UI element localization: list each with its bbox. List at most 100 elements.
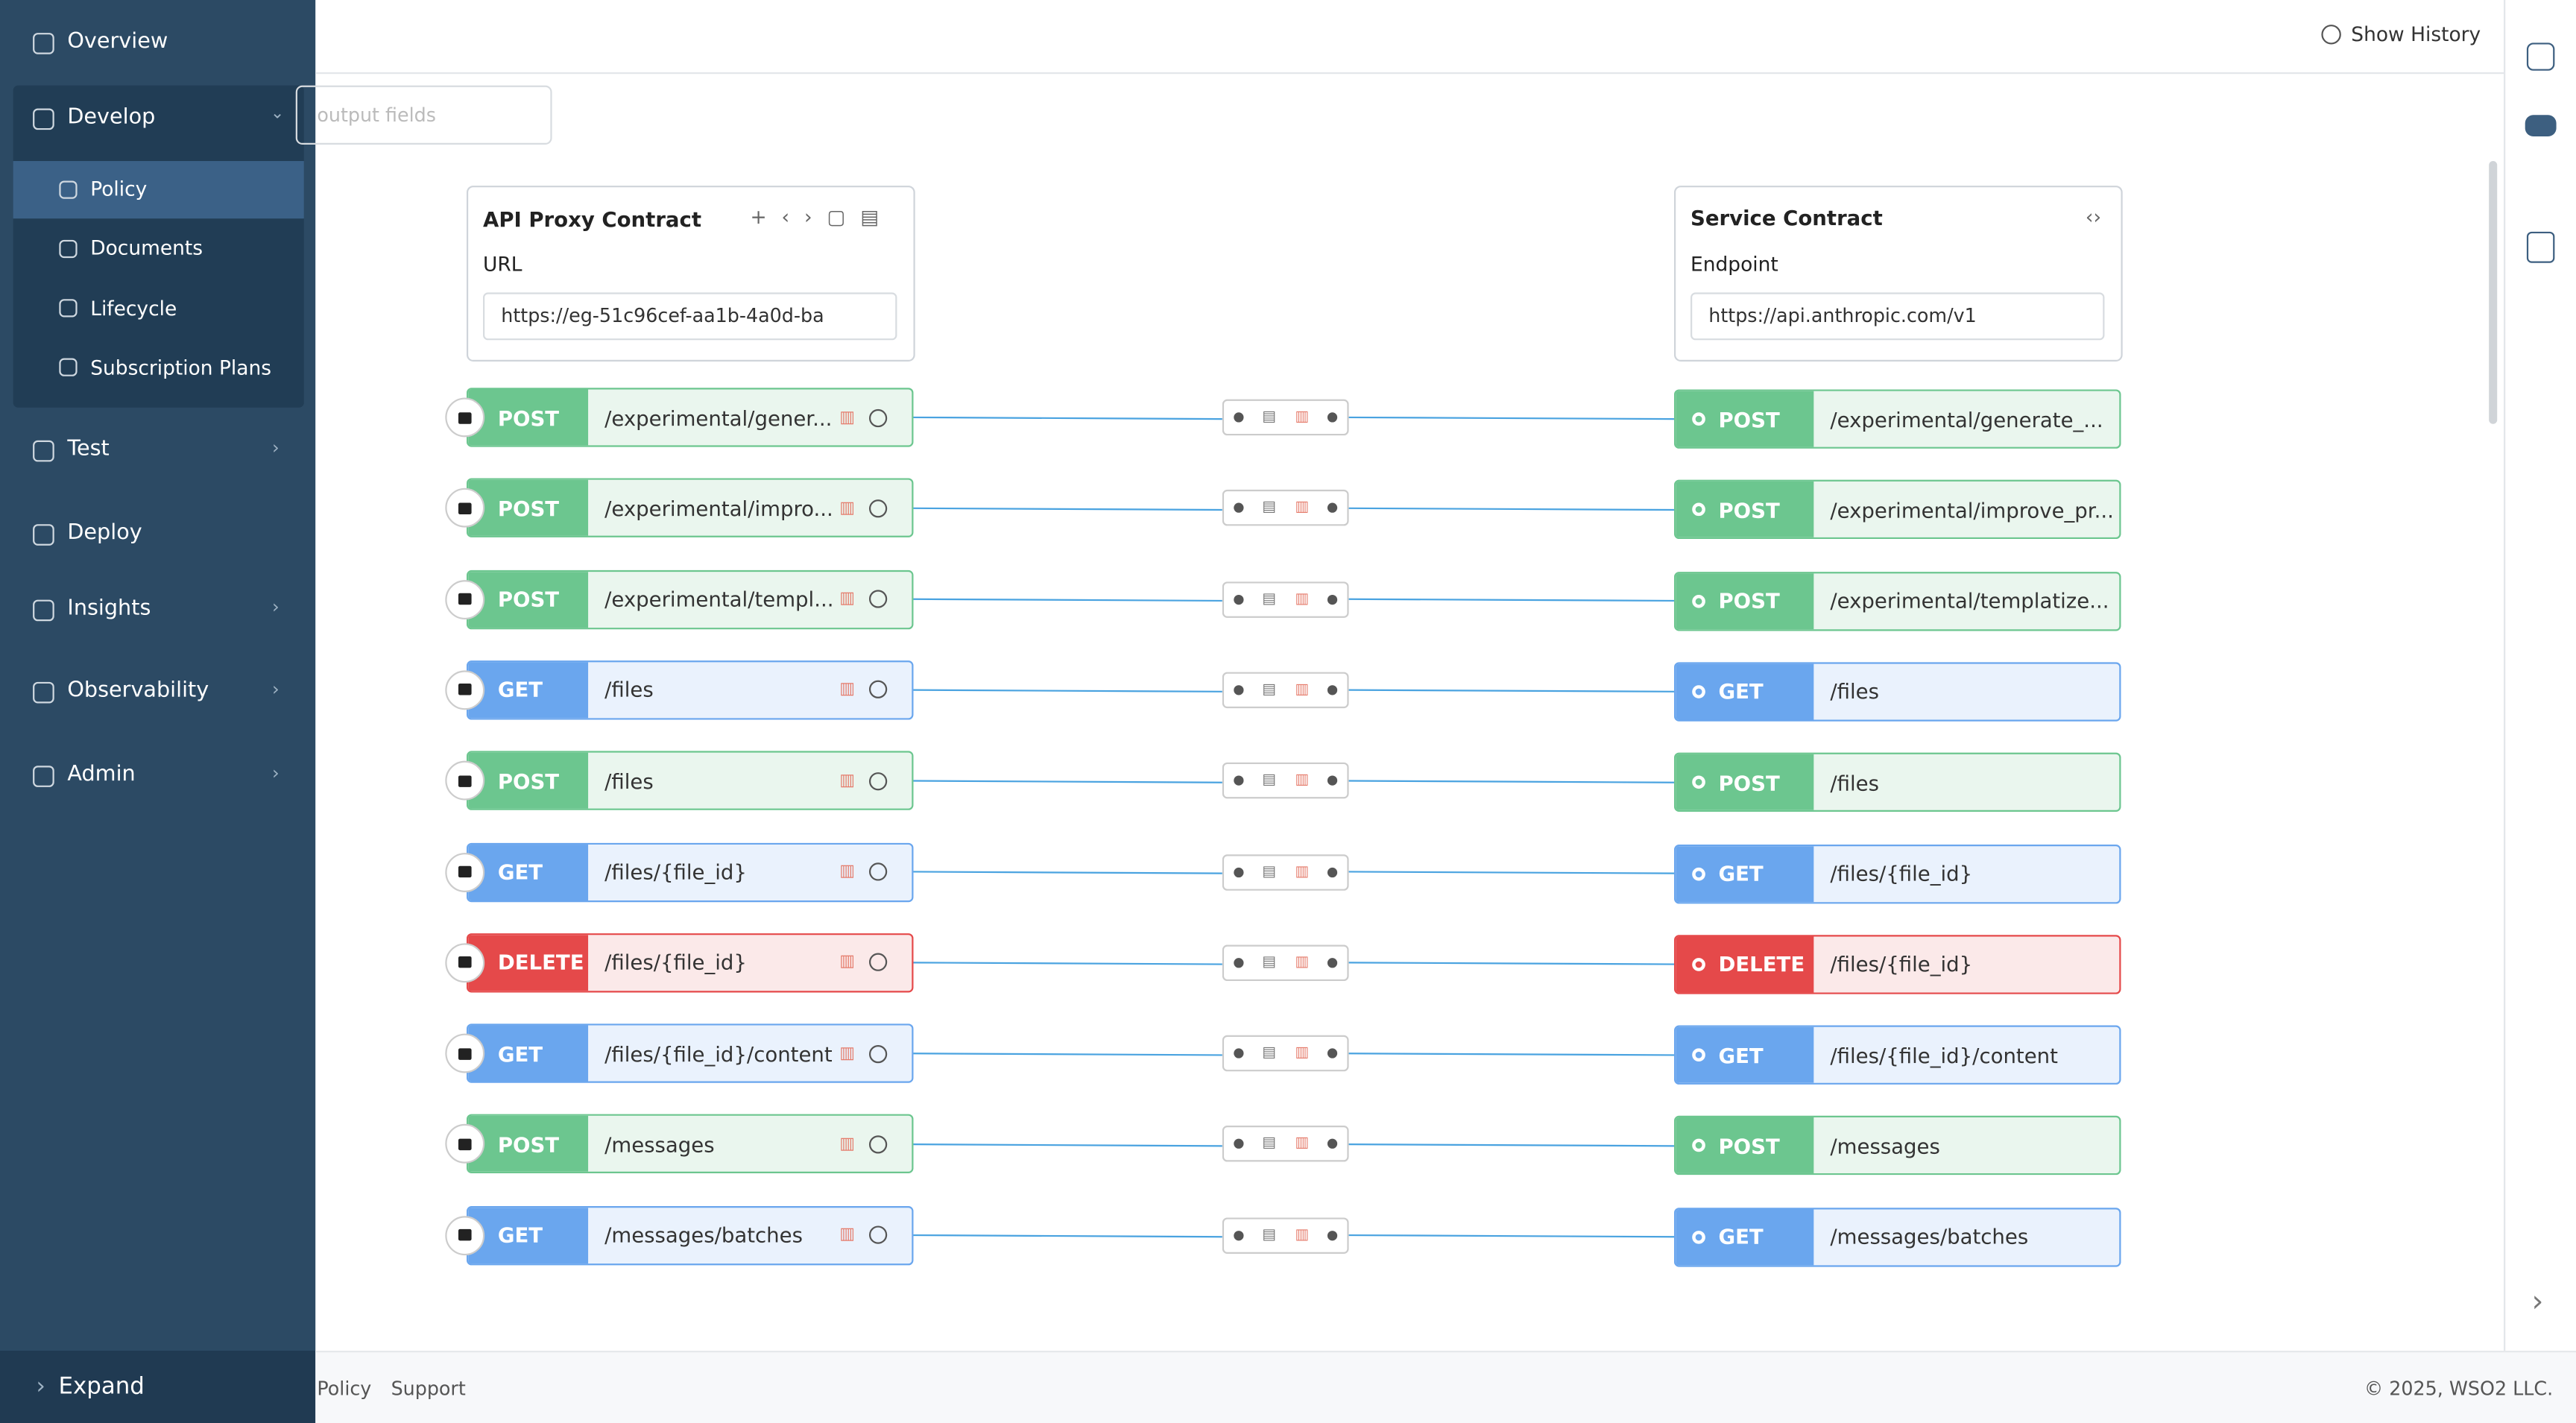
proxy-resource[interactable]: GET /files/{file_id}/content ▥ (466, 1023, 914, 1083)
service-resource[interactable]: POST /experimental/improve_pr... (1673, 480, 2121, 540)
nav-item[interactable]: Insights (33, 593, 151, 626)
method: POST (468, 389, 589, 446)
method-block: POST (1676, 391, 1814, 447)
mapping-control[interactable]: ▤ ▥ (1222, 1217, 1349, 1254)
method: POST (468, 571, 589, 628)
nav-item[interactable]: Test (33, 434, 110, 467)
footer-link[interactable]: Policy (317, 1377, 372, 1401)
nav-label: Insights (67, 596, 151, 622)
endpoint-label: Endpoint (1690, 253, 1778, 277)
method: POST (1718, 1133, 1780, 1158)
path: /files/{file_id}/content (604, 1041, 833, 1066)
service-resource[interactable]: POST /experimental/generate_... (1673, 389, 2121, 449)
nav-label: Subscription Plans (90, 356, 272, 379)
expand-bar[interactable]: › Expand (0, 1351, 316, 1423)
proxy-resource[interactable]: POST /experimental/gener... ▥ (466, 388, 914, 447)
lock[interactable] (445, 942, 485, 982)
mapping-control[interactable]: ▤ ▥ (1222, 581, 1349, 617)
lock[interactable] (445, 851, 485, 892)
url-input[interactable]: https://eg-51c96cef-aa1b-4a0d-ba (483, 292, 897, 341)
proxy-resource[interactable]: GET /messages/batches ▥ (466, 1205, 914, 1265)
path: /files (1830, 770, 1879, 795)
mapping-control[interactable]: ▤ ▥ (1222, 944, 1349, 981)
proxy-title: API Proxy Contract (483, 206, 702, 232)
method: GET (1718, 1042, 1764, 1067)
nav-sub[interactable]: Documents (59, 232, 203, 265)
nav-sub[interactable]: Policy (59, 172, 147, 205)
method-block: POST (1676, 482, 1814, 538)
chevron: › (271, 678, 280, 701)
chevron: › (271, 596, 280, 618)
nav-overview[interactable]: Overview (33, 26, 168, 59)
method: GET (1718, 861, 1764, 886)
lock[interactable] (445, 1124, 485, 1164)
url: https://eg-51c96cef-aa1b-4a0d-ba (501, 303, 824, 327)
service-title: Service Contract (1690, 205, 1883, 230)
proxy-resource[interactable]: DELETE /files/{file_id} ▥ (466, 933, 914, 993)
path: /files/{file_id} (604, 950, 747, 975)
lock[interactable] (445, 761, 485, 801)
proxy-resource[interactable]: POST /experimental/impro... ▥ (466, 479, 914, 538)
method: POST (468, 480, 589, 537)
history-label: Show History (2351, 22, 2481, 46)
placeholder: output fields (317, 103, 436, 127)
proxy-resource[interactable]: POST /files ▥ (466, 751, 914, 811)
service-resource[interactable]: POST /files (1673, 753, 2121, 813)
show-history[interactable]: Show History (2321, 22, 2481, 46)
mapping-control[interactable]: ▤ ▥ (1222, 854, 1349, 890)
nav-item[interactable]: Admin (33, 759, 136, 792)
endpoint-input[interactable]: https://api.anthropic.com/v1 (1690, 292, 2105, 341)
method: GET (468, 843, 589, 900)
path: /files/{file_id}/content (1830, 1042, 2058, 1067)
connection-line (913, 1143, 1222, 1147)
nav-item[interactable]: Deploy (33, 517, 142, 550)
proxy-resource[interactable]: POST /experimental/templ... ▥ (466, 569, 914, 629)
path: /experimental/templatize... (1830, 588, 2109, 613)
lock[interactable] (445, 1215, 485, 1255)
mapping-control[interactable]: ▤ ▥ (1222, 1035, 1349, 1072)
nav-item[interactable]: Observability (33, 675, 209, 708)
method-block: POST (1676, 1117, 1814, 1174)
connection-line (1348, 689, 1674, 692)
service-resource[interactable]: DELETE /files/{file_id} (1673, 934, 2121, 994)
service-resource[interactable]: POST /messages (1673, 1116, 2121, 1176)
path: /experimental/impro... (604, 496, 833, 521)
lock[interactable] (445, 397, 485, 438)
lock[interactable] (445, 670, 485, 710)
path: /files (604, 678, 654, 703)
lock[interactable] (445, 579, 485, 619)
mapping-control[interactable]: ▤ ▥ (1222, 763, 1349, 799)
search[interactable]: output fields (295, 85, 552, 145)
connection-line (1348, 1143, 1674, 1147)
proxy-resource[interactable]: GET /files/{file_id} ▥ (466, 842, 914, 902)
mapping-control[interactable]: ▤ ▥ (1222, 672, 1349, 708)
lock[interactable] (445, 1033, 485, 1073)
nav-label: Admin (67, 762, 136, 787)
lock[interactable] (445, 488, 485, 529)
service-resource[interactable]: GET /files (1673, 662, 2121, 722)
service-resource[interactable]: GET /messages/batches (1673, 1207, 2121, 1266)
connection-line (1348, 1234, 1674, 1238)
method: POST (1718, 770, 1780, 795)
nav-label: Develop (67, 105, 156, 130)
service-resource[interactable]: GET /files/{file_id}/content (1673, 1025, 2121, 1085)
nav-develop[interactable]: Develop (33, 102, 155, 135)
connection-line (913, 598, 1222, 602)
method: POST (1718, 588, 1780, 613)
proxy-resource[interactable]: POST /messages ▥ (466, 1114, 914, 1174)
footer: Policy Support © 2025, WSO2 LLC. (315, 1351, 2576, 1423)
nav-sub[interactable]: Lifecycle (59, 291, 177, 324)
endpoint: https://api.anthropic.com/v1 (1708, 303, 1977, 327)
proxy-resource[interactable]: GET /files ▥ (466, 660, 914, 720)
path: /messages (604, 1132, 715, 1157)
service-resource[interactable]: POST /experimental/templatize... (1673, 571, 2121, 631)
nav-sub[interactable]: Subscription Plans (59, 352, 271, 385)
service-resource[interactable]: GET /files/{file_id} (1673, 843, 2121, 903)
path: /files/{file_id} (1830, 861, 1973, 886)
mapping-control[interactable]: ▤ ▥ (1222, 1126, 1349, 1163)
mapping-control[interactable]: ▤ ▥ (1222, 399, 1349, 436)
footer-link[interactable]: Support (391, 1377, 466, 1401)
method: POST (1718, 497, 1780, 523)
mapping-control[interactable]: ▤ ▥ (1222, 490, 1349, 527)
path: /files/{file_id} (1830, 952, 1973, 977)
